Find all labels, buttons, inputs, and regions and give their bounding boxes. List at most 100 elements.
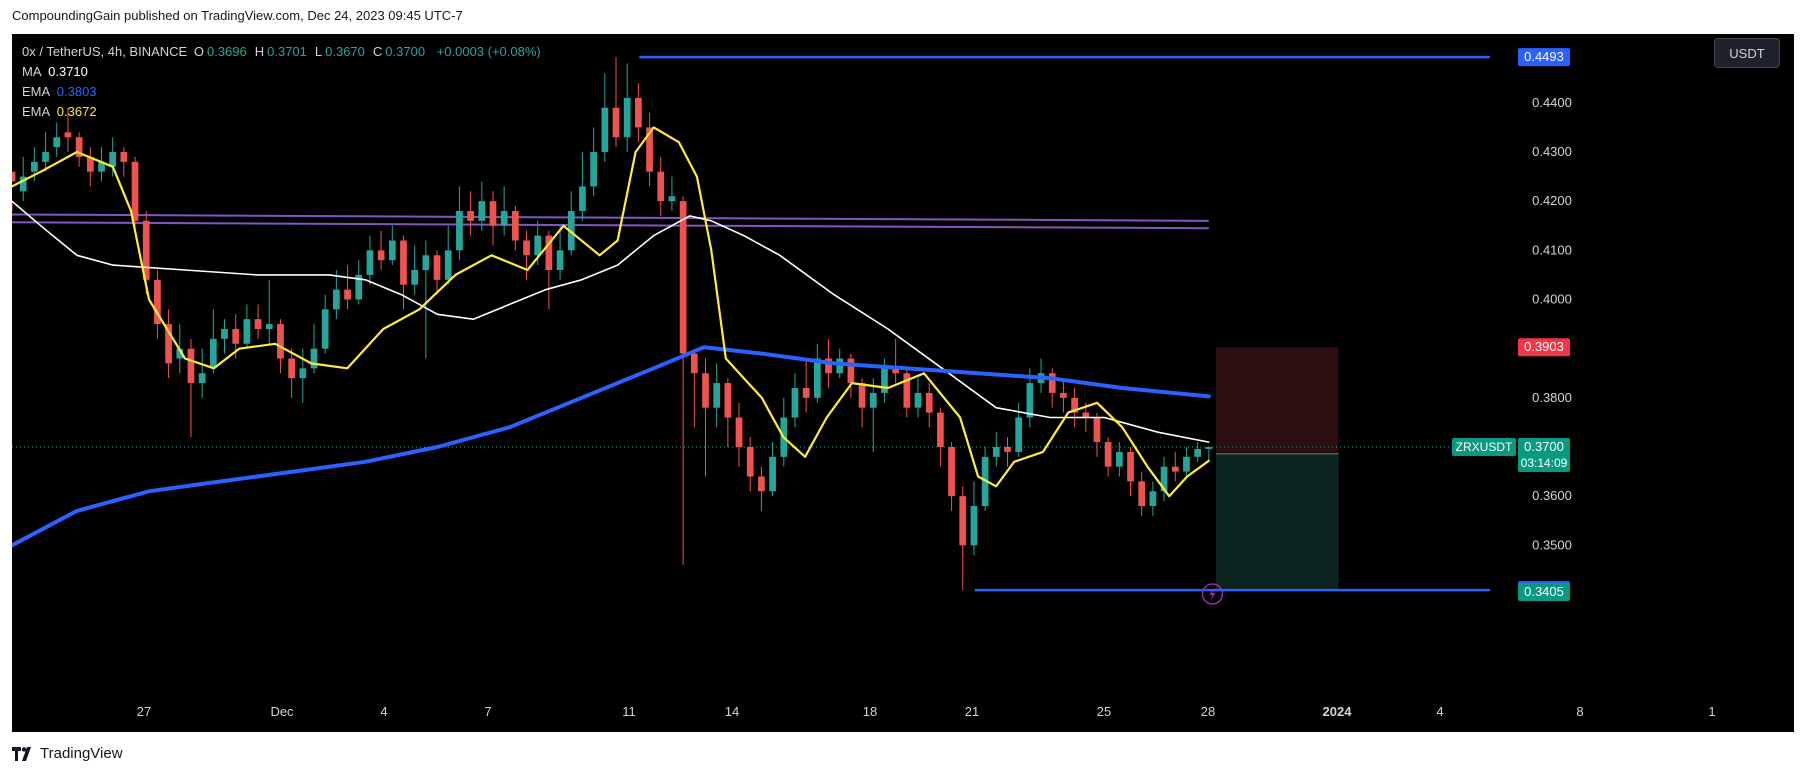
candle-body[interactable] — [556, 250, 564, 270]
candle-body[interactable] — [746, 447, 754, 477]
candle-body[interactable] — [277, 324, 284, 359]
candle-body[interactable] — [422, 255, 430, 270]
candle-body[interactable] — [635, 97, 642, 128]
candle-body[interactable] — [232, 329, 240, 344]
candle-body[interactable] — [702, 373, 709, 408]
candle-body[interactable] — [1194, 448, 1201, 457]
candle-body[interactable] — [19, 176, 27, 192]
candle-body[interactable] — [567, 211, 575, 251]
candle-body[interactable] — [467, 211, 474, 221]
candle-body[interactable] — [456, 211, 463, 251]
candle-body[interactable] — [53, 137, 61, 148]
candle-body[interactable] — [1127, 451, 1134, 482]
candle-body[interactable] — [1160, 466, 1168, 492]
candle-body[interactable] — [198, 373, 206, 384]
candle-body[interactable] — [209, 338, 217, 369]
candle-body[interactable] — [1205, 447, 1213, 449]
candle-body[interactable] — [679, 201, 687, 354]
channel-line-1[interactable] — [12, 221, 1209, 230]
candle-body[interactable] — [355, 274, 363, 300]
last-price-badge[interactable] — [1518, 438, 1570, 472]
stop-loss-zone[interactable] — [1216, 347, 1339, 454]
candle-body[interactable] — [1183, 456, 1190, 472]
candle-body[interactable] — [1171, 466, 1179, 472]
candle-body[interactable] — [836, 358, 844, 374]
candle-body[interactable] — [769, 456, 776, 492]
candle-body[interactable] — [288, 358, 295, 379]
candle-body[interactable] — [500, 211, 508, 226]
candle-body[interactable] — [825, 358, 832, 374]
candle-body[interactable] — [411, 270, 419, 285]
candle-body[interactable] — [388, 240, 396, 261]
candle-body[interactable] — [64, 132, 72, 138]
currency-button[interactable]: USDT — [1714, 38, 1780, 68]
candle-body[interactable] — [881, 368, 888, 393]
candle-body[interactable] — [623, 97, 631, 138]
candle-body[interactable] — [489, 201, 497, 226]
candle-body[interactable] — [31, 161, 38, 172]
candle-body[interactable] — [847, 358, 855, 384]
candle-body[interactable] — [400, 240, 407, 285]
candle-body[interactable] — [142, 220, 150, 280]
candle-body[interactable] — [1071, 397, 1078, 413]
candle-body[interactable] — [221, 329, 228, 339]
candle-body[interactable] — [131, 161, 139, 221]
candle-body[interactable] — [299, 368, 307, 379]
candle-body[interactable] — [1149, 491, 1157, 506]
tradingview-logo-icon[interactable] — [12, 746, 34, 761]
candle-body[interactable] — [523, 240, 530, 256]
candle-body[interactable] — [858, 383, 866, 408]
candle-body[interactable] — [657, 171, 665, 202]
candle-body[interactable] — [1104, 442, 1112, 467]
candle-body[interactable] — [724, 383, 732, 418]
legend-ema-slow-row[interactable]: EMA 0.3803 — [22, 82, 549, 102]
candle-body[interactable] — [646, 127, 653, 172]
candle-body[interactable] — [937, 412, 944, 447]
price-badge[interactable] — [1518, 48, 1570, 67]
candle-body[interactable] — [98, 161, 105, 172]
candle-body[interactable] — [120, 152, 128, 162]
candle-body[interactable] — [992, 447, 1000, 457]
candle-body[interactable] — [1138, 481, 1146, 506]
candle-body[interactable] — [478, 201, 486, 221]
candle-body[interactable] — [948, 447, 955, 497]
candle-body[interactable] — [1015, 417, 1023, 452]
candle-body[interactable] — [1048, 373, 1056, 393]
candle-body[interactable] — [970, 506, 978, 546]
candle-body[interactable] — [75, 137, 83, 157]
candle-body[interactable] — [187, 348, 195, 384]
candle-body[interactable] — [12, 171, 16, 182]
ema-slow-line[interactable] — [12, 345, 1211, 548]
candle-body[interactable] — [321, 309, 329, 349]
candle-body[interactable] — [1004, 447, 1011, 452]
candle-body[interactable] — [869, 392, 877, 408]
legend-symbol[interactable]: 0x / TetherUS, 4h, BINANCE — [22, 44, 188, 59]
candle-body[interactable] — [511, 211, 519, 241]
candle-body[interactable] — [333, 289, 340, 310]
candle-body[interactable] — [758, 476, 765, 492]
candle-body[interactable] — [545, 235, 553, 270]
ema-fast-line[interactable] — [12, 126, 1210, 498]
take-profit-zone[interactable] — [1216, 453, 1339, 591]
candle-body[interactable] — [813, 358, 821, 398]
candle-body[interactable] — [713, 383, 721, 408]
candle-body[interactable] — [959, 496, 967, 546]
lightning-icon[interactable] — [1201, 583, 1224, 605]
candle-body[interactable] — [42, 152, 49, 162]
candle-body[interactable] — [892, 368, 899, 374]
price-badge[interactable] — [1518, 338, 1570, 357]
candle-body[interactable] — [1093, 417, 1101, 443]
candle-body[interactable] — [1060, 392, 1067, 398]
candle-body[interactable] — [802, 388, 810, 398]
candle-body[interactable] — [377, 250, 385, 261]
candle-body[interactable] — [903, 373, 911, 408]
candle-body[interactable] — [433, 255, 441, 280]
candle-body[interactable] — [1026, 383, 1034, 418]
candle-body[interactable] — [590, 152, 597, 187]
candle-body[interactable] — [925, 392, 933, 413]
legend-ema-fast-row[interactable]: EMA 0.3672 — [22, 102, 549, 122]
footer-brand[interactable]: TradingView — [40, 745, 123, 762]
candle-body[interactable] — [310, 348, 318, 369]
candle-body[interactable] — [176, 348, 184, 359]
candle-body[interactable] — [735, 417, 743, 448]
